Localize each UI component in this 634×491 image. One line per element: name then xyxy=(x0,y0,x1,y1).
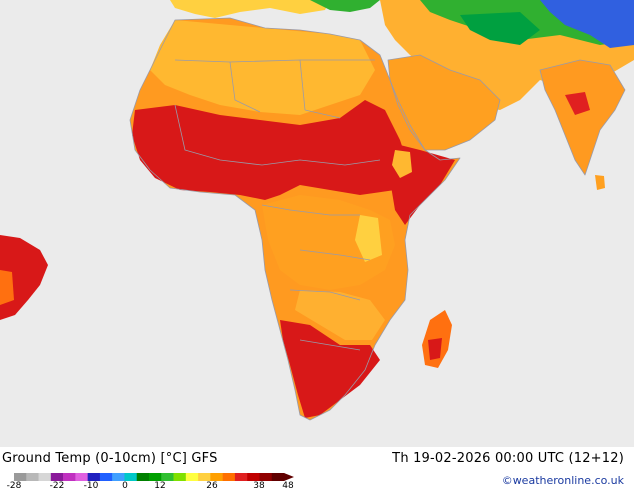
india-land xyxy=(540,60,625,175)
sahara-mild xyxy=(150,20,375,115)
legend-swatch xyxy=(14,473,27,481)
color-legend-bar xyxy=(14,473,294,481)
legend-swatch xyxy=(234,473,248,481)
legend-swatch xyxy=(124,473,138,481)
madagascar-hot xyxy=(428,338,442,360)
arabia-land xyxy=(388,55,500,150)
legend-swatch xyxy=(210,473,223,481)
temperature-map xyxy=(0,0,634,447)
site-credit-link[interactable]: ©weatheronline.co.uk xyxy=(501,474,624,487)
legend-tick: 12 xyxy=(154,481,166,491)
sahel-hot-band xyxy=(132,100,410,200)
legend-tick: -28 xyxy=(6,481,22,491)
himalaya-cold xyxy=(540,0,634,48)
legend-swatch xyxy=(222,473,236,481)
southern-africa-hot xyxy=(280,320,380,418)
forecast-datetime: Th 19-02-2026 00:00 UTC (12+12) xyxy=(392,451,624,466)
legend-swatch xyxy=(271,473,285,481)
sri-lanka xyxy=(595,175,605,190)
legend-swatch xyxy=(173,473,187,481)
lakes-cool xyxy=(355,215,382,262)
legend-tick: -10 xyxy=(83,481,99,491)
country-borders xyxy=(129,17,626,421)
map-footer: Ground Temp (0-10cm) [°C] GFS Th 19-02-2… xyxy=(0,447,634,491)
europe-land xyxy=(170,0,330,18)
legend-swatch xyxy=(50,473,64,481)
legend-tick: 26 xyxy=(206,481,218,491)
legend-swatch xyxy=(38,473,52,481)
legend-swatch xyxy=(112,473,125,481)
south-america-warm xyxy=(0,270,14,305)
legend-swatch xyxy=(161,473,174,481)
legend-swatch xyxy=(247,473,260,481)
southern-africa-mild xyxy=(295,290,385,340)
legend-swatch xyxy=(259,473,273,481)
legend-tick: 48 xyxy=(282,481,294,491)
legend-swatch xyxy=(99,473,113,481)
legend-swatch xyxy=(149,473,162,481)
europe-cold-region xyxy=(310,0,380,12)
legend-tick: 0 xyxy=(122,481,128,491)
map-title: Ground Temp (0-10cm) [°C] GFS xyxy=(2,451,218,466)
legend-swatch xyxy=(26,473,39,481)
legend-swatch xyxy=(63,473,76,481)
ethiopia-highland xyxy=(392,150,412,178)
legend-tick: 38 xyxy=(253,481,265,491)
legend-swatch xyxy=(198,473,211,481)
legend-swatch xyxy=(87,473,101,481)
legend-swatch xyxy=(185,473,199,481)
asia-green-band xyxy=(460,12,540,45)
legend-end-arrow xyxy=(284,473,294,481)
india-hot xyxy=(565,92,590,115)
legend-swatch xyxy=(75,473,88,481)
legend-tick: -22 xyxy=(49,481,65,491)
legend-swatch xyxy=(136,473,150,481)
